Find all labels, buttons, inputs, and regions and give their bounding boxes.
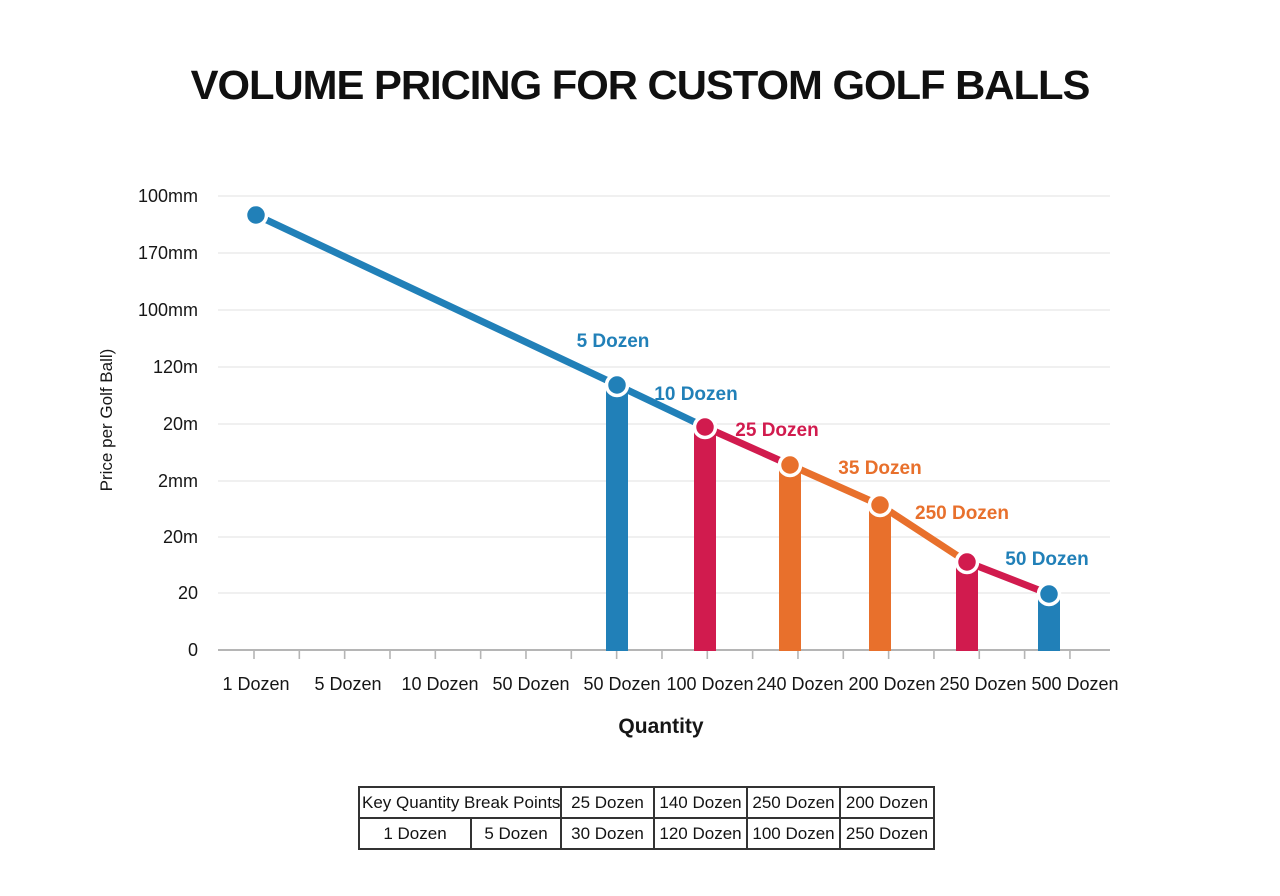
page-title: VOLUME PRICING FOR CUSTOM GOLF BALLS: [190, 62, 1091, 108]
x-tick-label: 200 Dozen: [848, 674, 935, 694]
point-annotation: 10 Dozen: [654, 384, 737, 405]
data-point-marker: [604, 372, 630, 398]
point-annotation: 50 Dozen: [1005, 549, 1088, 570]
y-tick-label: 2mm: [158, 471, 198, 491]
x-tick-label: 100 Dozen: [666, 674, 753, 694]
table-cell: 120 Dozen: [653, 817, 748, 850]
line-segment: [252, 211, 621, 389]
table-cell: 100 Dozen: [746, 817, 841, 850]
point-annotation: 5 Dozen: [577, 331, 650, 352]
table-cell: 250 Dozen: [746, 786, 841, 819]
data-point-marker: [954, 549, 980, 575]
y-tick-label: 0: [188, 640, 198, 660]
point-annotation: 250 Dozen: [915, 503, 1009, 524]
bar: [694, 427, 716, 651]
line-segment: [876, 501, 971, 566]
bar: [869, 505, 891, 651]
data-point-marker: [243, 202, 269, 228]
y-tick-label: 100mm: [138, 300, 198, 320]
point-annotation: 35 Dozen: [838, 458, 921, 479]
quantity-break-points-table: Key Quantity Break Points 25 Dozen 140 Doz…: [358, 786, 935, 850]
y-tick-label: 20m: [163, 527, 198, 547]
bar: [606, 385, 628, 651]
bar: [1038, 594, 1060, 651]
x-axis-title: Quantity: [618, 715, 703, 738]
y-tick-label: 20m: [163, 414, 198, 434]
line-segment: [613, 381, 709, 431]
table-cell: 200 Dozen: [839, 786, 935, 819]
x-tick-label: 1 Dozen: [222, 674, 289, 694]
pricing-chart: 5 Dozen 10 Dozen 25 Dozen 35 Dozen 250 Dozen…: [97, 186, 1119, 738]
data-point-marker: [692, 414, 718, 440]
x-tick-label: 50 Dozen: [583, 674, 660, 694]
data-point-marker: [777, 452, 803, 478]
x-tick-label: 5 Dozen: [314, 674, 381, 694]
y-tick-label: 170mm: [138, 243, 198, 263]
table-cell: 140 Dozen: [653, 786, 748, 819]
data-point-marker: [1036, 581, 1062, 607]
y-tick-label: 120m: [153, 357, 198, 377]
bar: [779, 465, 801, 651]
line-segment: [786, 461, 884, 509]
data-point-marker: [867, 492, 893, 518]
y-axis-title: Price per Golf Ball): [97, 349, 116, 492]
table-cell: 250 Dozen: [839, 817, 935, 850]
table-cell: 5 Dozen: [470, 817, 562, 850]
point-annotation: 25 Dozen: [735, 420, 818, 441]
x-tick-label: 250 Dozen: [939, 674, 1026, 694]
table-cell: 1 Dozen: [358, 817, 472, 850]
table-row: 1 Dozen 5 Dozen 30 Dozen 120 Dozen 100 Dozen…: [358, 817, 935, 850]
table-cell: 25 Dozen: [560, 786, 655, 819]
table-cell: 30 Dozen: [560, 817, 655, 850]
bar: [956, 562, 978, 651]
line-segment: [701, 423, 794, 469]
x-tick-label: 240 Dozen: [756, 674, 843, 694]
y-tick-label: 100mm: [138, 186, 198, 206]
x-tick-label: 500 Dozen: [1031, 674, 1118, 694]
x-tick-label: 10 Dozen: [401, 674, 478, 694]
line-segment: [963, 558, 1053, 598]
table-row: Key Quantity Break Points 25 Dozen 140 Doz…: [358, 786, 935, 819]
table-cell: Key Quantity Break Points: [358, 786, 562, 819]
y-tick-label: 20: [178, 583, 198, 603]
x-tick-label: 50 Dozen: [492, 674, 569, 694]
